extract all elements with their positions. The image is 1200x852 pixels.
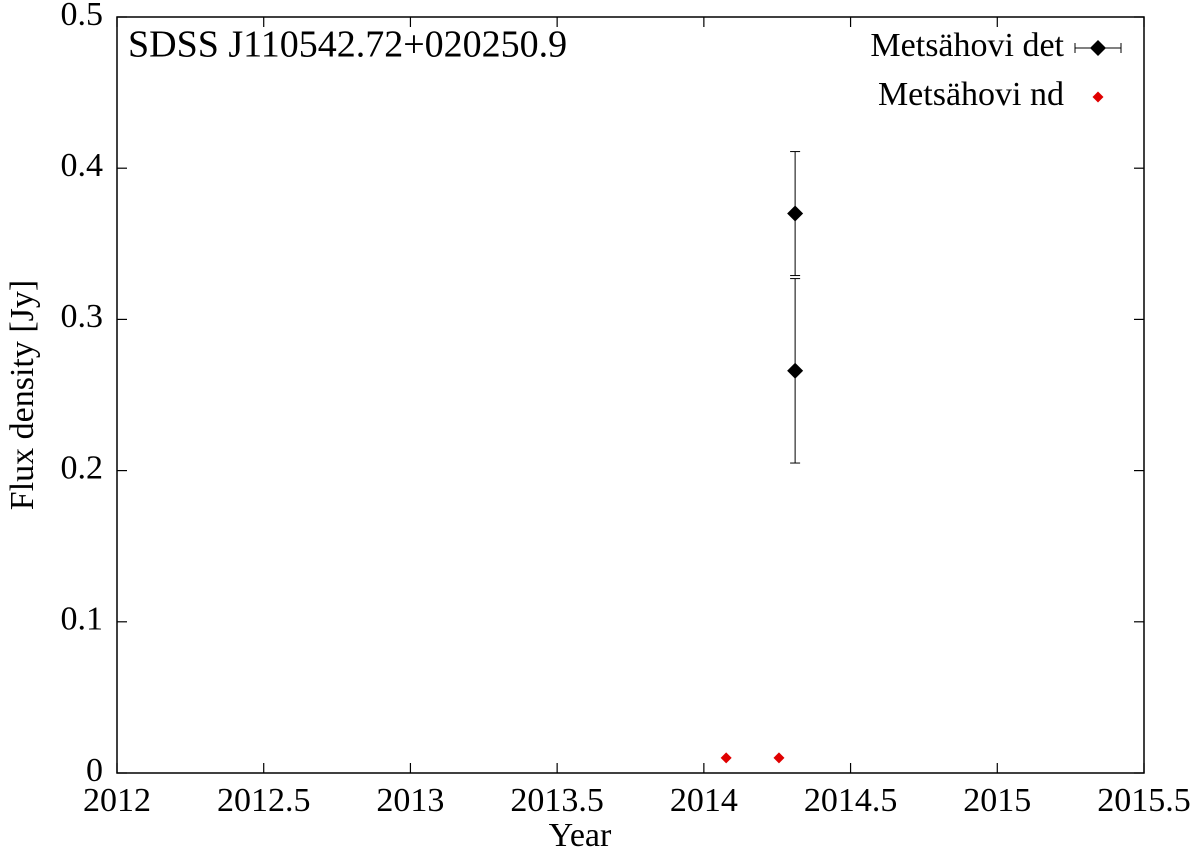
x-tick-label: 2014.5 <box>804 782 898 819</box>
y-tick-label: 0.2 <box>61 449 104 486</box>
x-tick-label: 2013 <box>376 782 444 819</box>
x-axis-label: Year <box>549 817 612 852</box>
point <box>720 752 732 764</box>
point <box>773 752 785 764</box>
y-tick-label: 0.1 <box>61 601 104 638</box>
legend-marker <box>1092 91 1104 103</box>
x-tick-label: 2015 <box>963 782 1031 819</box>
plot-frame <box>116 16 1145 774</box>
y-axis-label: Flux density [Jy] <box>4 280 41 510</box>
y-tick-label: 0.5 <box>61 0 104 33</box>
chart-title: SDSS J110542.72+020250.9 <box>128 24 567 66</box>
legend-label: Metsähovi det <box>870 27 1064 64</box>
point <box>787 205 804 222</box>
x-tick-label: 2012 <box>83 782 151 819</box>
x-tick-label: 2015.5 <box>1097 782 1191 819</box>
legend-label: Metsähovi nd <box>878 76 1064 113</box>
x-tick-label: 2014 <box>670 782 738 819</box>
y-tick-label: 0.4 <box>61 147 104 184</box>
point <box>787 362 804 379</box>
y-tick-label: 0 <box>86 752 103 789</box>
legend-marker <box>1090 40 1106 56</box>
x-tick-label: 2012.5 <box>217 782 311 819</box>
y-tick-label: 0.3 <box>61 298 104 335</box>
x-tick-label: 2013.5 <box>510 782 604 819</box>
